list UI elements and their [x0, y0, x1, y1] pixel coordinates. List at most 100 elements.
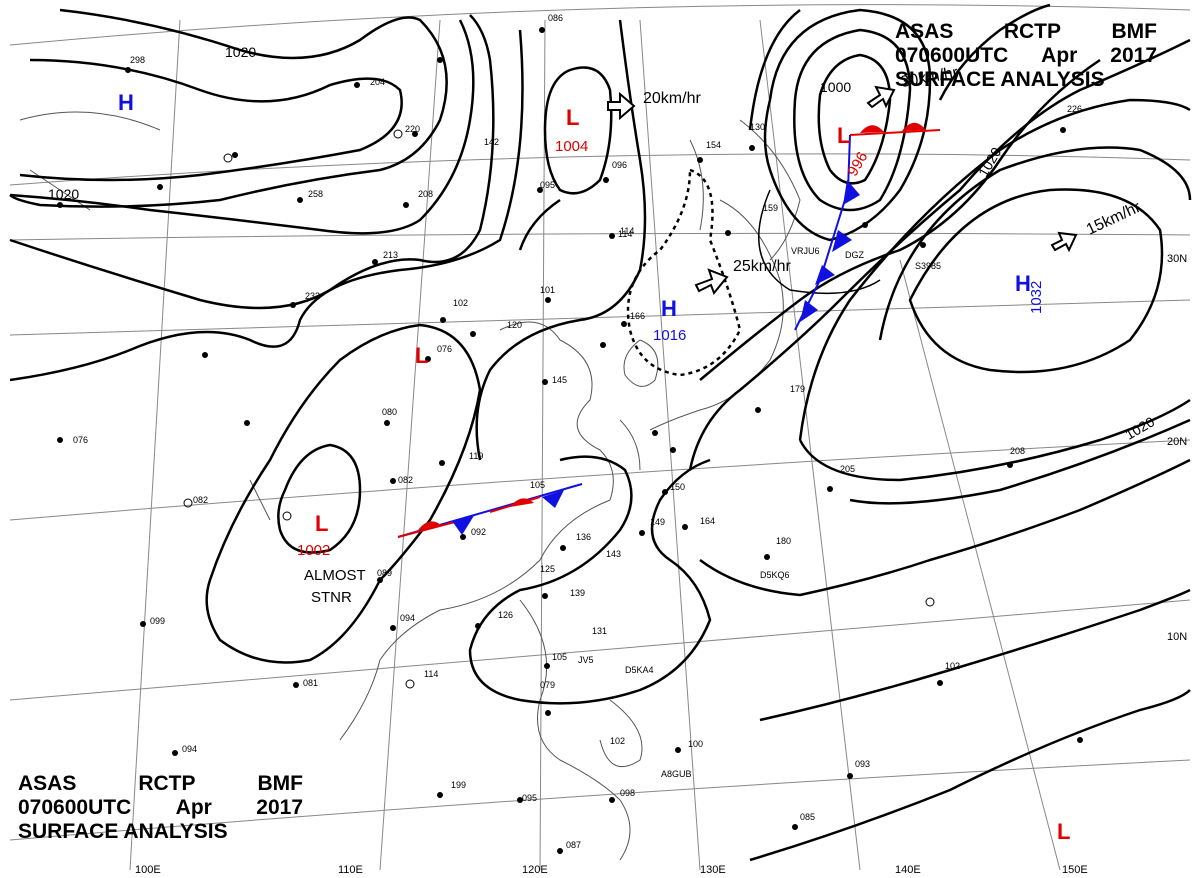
header-station: RCTP — [138, 772, 196, 795]
station-value: 081 — [303, 678, 318, 688]
low-pressure-center: L — [1057, 819, 1070, 844]
motion-speed-label: 20km/hr — [643, 90, 701, 107]
station-value: 136 — [576, 532, 591, 542]
station-value: 199 — [451, 780, 466, 790]
header-line-3: SURFACE ANALYSIS — [895, 68, 1157, 92]
station-value: 180 — [776, 536, 791, 546]
coastlines — [19, 111, 801, 861]
longitude-label: 130E — [700, 864, 726, 876]
header-code: BMF — [257, 772, 304, 795]
header-month: Apr — [175, 796, 212, 819]
low-pressure-center: L — [315, 511, 328, 536]
low-pressure-value: 1002 — [297, 542, 330, 559]
latitude-label: 10N — [1167, 631, 1187, 643]
station-value: 092 — [471, 527, 486, 537]
high-pressure-value: 1016 — [653, 327, 686, 344]
station-value: 080 — [382, 407, 397, 417]
station-value: 298 — [130, 55, 145, 65]
header-title: SURFACE ANALYSIS — [895, 68, 1105, 91]
low-pressure-center: L — [837, 123, 850, 148]
high-pressure-value: 1032 — [1028, 281, 1045, 314]
motion-speed-label: 25km/hr — [733, 258, 791, 275]
station-value: 082 — [398, 475, 413, 485]
station-value: 089 — [377, 568, 392, 578]
station-value: 164 — [700, 516, 715, 526]
station-value: 159 — [763, 203, 778, 213]
station-value: 099 — [150, 616, 165, 626]
station-value: 079 — [540, 680, 555, 690]
station-value: 120 — [507, 320, 522, 330]
warm-front — [849, 122, 941, 136]
station-value: 142 — [484, 137, 499, 147]
header-time: 070600UTC — [18, 796, 132, 819]
station-value: 082 — [193, 495, 208, 505]
high-pressure-center: H — [118, 90, 134, 115]
station-value: 086 — [548, 13, 563, 23]
station-value: 101 — [540, 285, 555, 295]
header-line-1: ASAS RCTP BMF — [895, 20, 1157, 44]
low-pressure-value: 1004 — [555, 138, 588, 155]
station-value: 095 — [540, 180, 555, 190]
pressure-centers: H L 1004 L L 1002 H 1016 L 996 H 1032 L — [118, 90, 1070, 844]
longitude-label: 150E — [1062, 864, 1088, 876]
header-station: RCTP — [1003, 20, 1062, 43]
station-value: 105 — [530, 480, 545, 490]
isobars-thin — [758, 189, 881, 295]
station-value: 093 — [855, 759, 870, 769]
station-value: 130 — [750, 122, 765, 132]
station-value: 150 — [670, 482, 685, 492]
header-title: SURFACE ANALYSIS — [18, 820, 228, 843]
longitude-label: 110E — [338, 864, 363, 876]
grid-labels: 100E 110E 120E 130E 140E 150E 30N 20N 10… — [135, 253, 1187, 876]
header-line-1: ASAS RCTP BMF — [18, 772, 303, 796]
station-value: 179 — [790, 384, 805, 394]
station-value: 139 — [570, 588, 585, 598]
latitude-label: 30N — [1167, 253, 1187, 265]
cold-front — [794, 134, 860, 331]
header-code: BMF — [1111, 20, 1158, 43]
station-value: 126 — [498, 610, 513, 620]
station-value: 094 — [400, 613, 415, 623]
ship-label: D5KQ6 — [760, 570, 790, 580]
isobar-label: 1000 — [820, 79, 851, 95]
graticule — [9, 4, 1191, 871]
station-value: 096 — [612, 160, 627, 170]
isobars — [9, 3, 1192, 862]
low-pressure-center: L — [566, 105, 579, 130]
header-year: 2017 — [1110, 44, 1157, 67]
front-note: ALMOST — [304, 567, 366, 584]
station-value: 131 — [592, 626, 607, 636]
station-value: 102 — [610, 736, 625, 746]
header-agency: ASAS — [18, 772, 77, 795]
longitude-label: 140E — [895, 864, 921, 876]
header-month: Apr — [1041, 44, 1078, 67]
station-value: 258 — [308, 189, 323, 199]
station-value: 100 — [688, 739, 703, 749]
header-line-2: 070600UTC Apr 2017 — [895, 44, 1157, 68]
header-line-3: SURFACE ANALYSIS — [18, 820, 303, 844]
station-value: 208 — [418, 189, 433, 199]
motion-arrows — [607, 85, 1078, 295]
ship-label: VRJU6 — [791, 246, 820, 256]
chart-header-bottom-left: ASAS RCTP BMF 070600UTC Apr 2017 SURFACE… — [18, 772, 303, 844]
station-value: 095 — [522, 793, 537, 803]
station-value: 226 — [1067, 104, 1082, 114]
station-value: 098 — [620, 788, 635, 798]
station-value: 105 — [552, 652, 567, 662]
header-year: 2017 — [256, 796, 303, 819]
station-value: 204 — [370, 77, 385, 87]
station-value: 114 — [618, 229, 632, 239]
station-value: 149 — [650, 517, 665, 527]
longitude-label: 120E — [522, 864, 548, 876]
station-value: 085 — [800, 812, 815, 822]
station-value: 232 — [305, 291, 320, 301]
low-pressure-center: L — [415, 343, 428, 368]
station-value: 076 — [437, 344, 452, 354]
station-value: 125 — [540, 564, 555, 574]
station-circles — [183, 129, 935, 689]
station-value: 114 — [620, 226, 634, 236]
front-note: STNR — [311, 589, 352, 606]
latitude-label: 20N — [1167, 436, 1187, 448]
longitude-label: 100E — [135, 864, 161, 876]
